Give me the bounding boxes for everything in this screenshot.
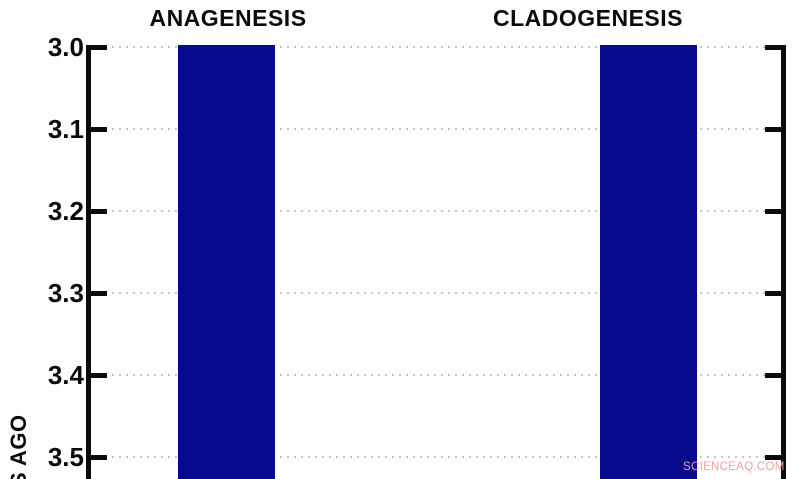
column-title-anagenesis: ANAGENESIS — [149, 5, 307, 31]
gridline-3-5 — [112, 456, 768, 458]
left-axis-line — [86, 45, 91, 479]
watermark-text: SCIENCEAQ.COM — [683, 461, 785, 473]
left-axis-cap-3-0 — [86, 45, 107, 50]
tick-label-3-2: 3.2 — [47, 196, 84, 226]
gridline-3-4 — [112, 374, 768, 376]
right-axis-tick-3-3 — [765, 291, 786, 296]
gridline-3-2 — [112, 210, 768, 212]
column-title-cladogenesis: CLADOGENESIS — [492, 5, 684, 31]
gridline-3-1 — [112, 128, 768, 130]
left-axis-tick-3-3 — [86, 291, 107, 296]
right-axis-tick-3-1 — [765, 127, 786, 132]
right-axis-tick-3-5 — [765, 455, 786, 460]
gridline-3-3 — [112, 292, 768, 294]
cladogenesis-bar — [600, 45, 697, 479]
left-axis-tick-3-4 — [86, 373, 107, 378]
right-axis-line — [781, 45, 786, 479]
tick-label-3-1: 3.1 — [47, 114, 84, 144]
anagenesis-bar — [178, 45, 275, 479]
left-axis-tick-3-1 — [86, 127, 107, 132]
right-axis-cap-3-0 — [765, 45, 786, 50]
right-axis-tick-3-4 — [765, 373, 786, 378]
right-axis-tick-3-2 — [765, 209, 786, 214]
y-axis-label: S AGO — [6, 414, 31, 479]
tick-label-3-5: 3.5 — [47, 442, 84, 472]
tick-label-3-0: 3.0 — [47, 32, 84, 62]
left-axis-tick-3-5 — [86, 455, 107, 460]
tick-label-3-3: 3.3 — [47, 278, 84, 308]
tick-label-3-4: 3.4 — [47, 360, 84, 390]
gridline-3-0 — [112, 46, 768, 48]
left-axis-tick-3-2 — [86, 209, 107, 214]
